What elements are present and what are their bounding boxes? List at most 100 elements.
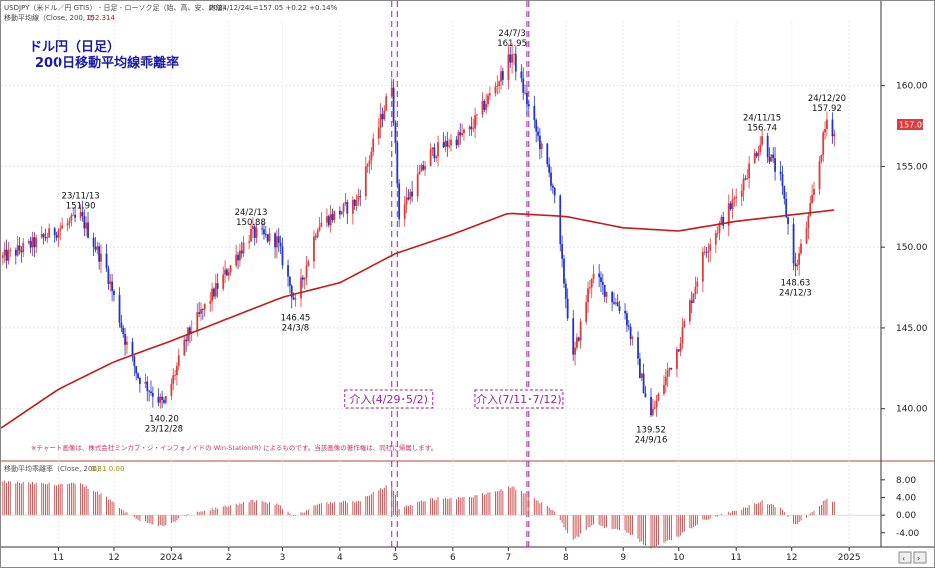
candle-body bbox=[655, 400, 658, 408]
x-tick-label: 8 bbox=[563, 553, 569, 563]
candle-body bbox=[522, 78, 525, 93]
candle-body bbox=[209, 301, 212, 304]
candle-body bbox=[585, 302, 588, 322]
candle-body bbox=[433, 147, 436, 159]
candle-body bbox=[235, 254, 238, 266]
ma200-line bbox=[0, 209, 835, 429]
x-tick-label: 6 bbox=[450, 553, 456, 563]
candle-body bbox=[407, 197, 410, 200]
candle-body bbox=[359, 196, 362, 197]
candle-body bbox=[83, 216, 86, 229]
scroll-right-button[interactable] bbox=[913, 551, 927, 564]
annotation-value: 161.95 bbox=[497, 39, 527, 49]
candle-body bbox=[761, 135, 764, 145]
candle-body bbox=[383, 110, 386, 120]
candle-body bbox=[561, 244, 564, 259]
annotation-date: 24/3/8 bbox=[282, 324, 309, 334]
candle-body bbox=[211, 288, 214, 302]
candle-body bbox=[331, 214, 334, 221]
candle-body bbox=[366, 164, 369, 167]
candle-body bbox=[520, 71, 523, 79]
candle-body bbox=[796, 264, 799, 267]
candle-body bbox=[1, 255, 4, 258]
candle-body bbox=[98, 246, 101, 262]
candle-body bbox=[437, 142, 439, 157]
x-tick-label: 5 bbox=[393, 553, 399, 563]
candle-body bbox=[122, 327, 125, 335]
candle-body bbox=[794, 263, 797, 267]
candle-body bbox=[416, 174, 419, 197]
candle-body bbox=[338, 210, 341, 215]
candle-body bbox=[577, 337, 580, 341]
x-tick-label: 11 bbox=[730, 553, 741, 563]
candle-body bbox=[92, 237, 95, 247]
candle-body bbox=[576, 337, 578, 348]
candle-body bbox=[709, 244, 712, 251]
chevron-right-icon: › bbox=[917, 554, 920, 563]
candle-body bbox=[535, 120, 538, 132]
annotation-date: 24/12/20 bbox=[808, 94, 846, 104]
candle-body bbox=[16, 245, 19, 256]
candle-body bbox=[164, 396, 167, 403]
candle-body bbox=[398, 183, 401, 220]
candle-body bbox=[326, 216, 328, 223]
candle-body bbox=[146, 381, 149, 391]
candle-body bbox=[255, 228, 258, 238]
candle-body bbox=[135, 366, 138, 374]
candle-body bbox=[170, 383, 173, 397]
candle-body bbox=[214, 283, 217, 297]
candle-body bbox=[303, 277, 306, 280]
candle-body bbox=[66, 223, 69, 226]
last-price-label: 157.05 bbox=[899, 121, 927, 130]
candle-body bbox=[692, 293, 695, 303]
candle-body bbox=[703, 251, 706, 253]
candle-body bbox=[292, 297, 295, 300]
x-tick-label: 4 bbox=[337, 553, 343, 563]
candle-body bbox=[785, 198, 788, 218]
candle-body bbox=[470, 126, 473, 129]
candle-body bbox=[461, 133, 464, 136]
candle-body bbox=[457, 132, 460, 146]
candle-body bbox=[831, 119, 834, 137]
candle-body bbox=[429, 149, 432, 167]
candle-body bbox=[538, 135, 541, 150]
candle-body bbox=[61, 225, 64, 229]
candle-body bbox=[822, 132, 825, 156]
candle-body bbox=[533, 105, 536, 121]
candle-body bbox=[624, 310, 626, 314]
candle-body bbox=[759, 144, 762, 153]
candle-body bbox=[201, 309, 204, 310]
candle-body bbox=[151, 393, 154, 397]
scroll-left-button[interactable] bbox=[898, 551, 912, 564]
x-tick-label: 2024 bbox=[160, 553, 183, 563]
candle-body bbox=[344, 202, 347, 204]
candle-body bbox=[107, 268, 110, 284]
y-tick-label: 140.00 bbox=[896, 405, 928, 415]
candle-body bbox=[550, 172, 552, 186]
candle-body bbox=[537, 131, 539, 136]
candle-body bbox=[159, 396, 162, 403]
annotation-date: 24/9/16 bbox=[635, 435, 668, 445]
candle-body bbox=[468, 126, 471, 130]
candle-body bbox=[714, 233, 717, 245]
candle-body bbox=[766, 135, 769, 158]
candle-body bbox=[53, 228, 56, 236]
annotation-date: 23/11/13 bbox=[62, 191, 100, 201]
candle-body bbox=[444, 140, 447, 148]
candle-body bbox=[476, 114, 478, 116]
candle-body bbox=[450, 139, 452, 146]
candle-body bbox=[638, 358, 641, 379]
candle-body bbox=[150, 391, 152, 394]
candle-body bbox=[40, 234, 43, 238]
annotation-value: 150.88 bbox=[236, 218, 266, 228]
x-tick-label: 9 bbox=[620, 553, 626, 563]
candle-body bbox=[85, 222, 88, 229]
candle-body bbox=[551, 185, 554, 188]
deviation-tick-label: 0.00 bbox=[896, 511, 916, 521]
candle-body bbox=[276, 236, 278, 248]
candle-body bbox=[174, 374, 176, 376]
y-tick-label: 150.00 bbox=[896, 243, 928, 253]
candle-body bbox=[663, 384, 665, 394]
candle-body bbox=[240, 250, 243, 254]
